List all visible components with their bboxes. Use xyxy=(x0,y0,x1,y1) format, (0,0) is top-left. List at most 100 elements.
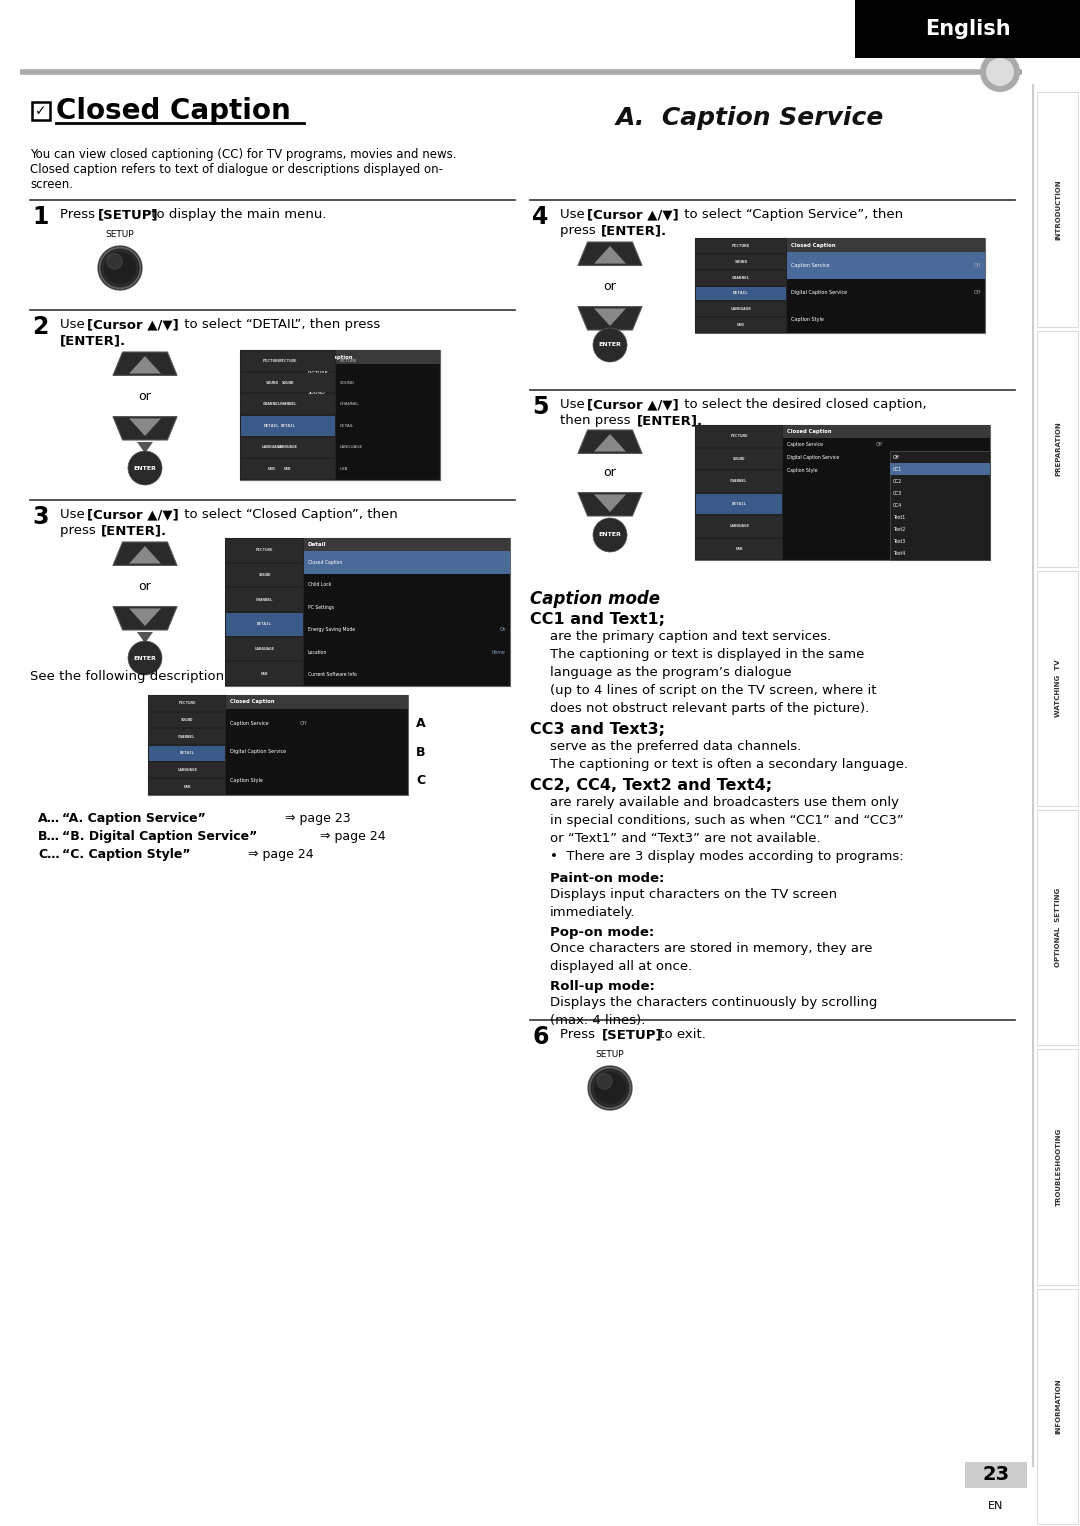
Text: A…: A… xyxy=(38,812,60,826)
Text: CHANNEL: CHANNEL xyxy=(308,410,332,415)
Text: 6: 6 xyxy=(532,1025,549,1048)
FancyBboxPatch shape xyxy=(226,662,303,685)
Text: ENTER: ENTER xyxy=(598,342,621,348)
Text: A: A xyxy=(416,717,426,729)
Text: CC2, CC4, Text2 and Text4;: CC2, CC4, Text2 and Text4; xyxy=(530,778,772,794)
Circle shape xyxy=(986,58,1014,85)
Text: press: press xyxy=(60,523,100,537)
Text: CHANNEL: CHANNEL xyxy=(340,403,360,406)
Text: USB: USB xyxy=(735,546,743,551)
Text: “C. Caption Style”: “C. Caption Style” xyxy=(62,848,190,861)
FancyBboxPatch shape xyxy=(241,351,303,371)
Text: screen.: screen. xyxy=(30,179,73,191)
Text: You can view closed captioning (CC) for TV programs, movies and news.: You can view closed captioning (CC) for … xyxy=(30,148,457,162)
FancyBboxPatch shape xyxy=(241,351,335,371)
Text: CHANNEL: CHANNEL xyxy=(730,479,747,484)
FancyBboxPatch shape xyxy=(240,349,336,481)
FancyBboxPatch shape xyxy=(890,452,990,560)
Text: 1: 1 xyxy=(32,204,49,229)
Text: Use: Use xyxy=(561,208,589,221)
Text: LANGUAGE: LANGUAGE xyxy=(261,446,283,450)
Polygon shape xyxy=(578,493,642,516)
Text: ✓: ✓ xyxy=(36,104,46,118)
Text: USB: USB xyxy=(184,784,191,789)
Circle shape xyxy=(593,517,627,552)
Text: Closed caption refers to text of dialogue or descriptions displayed on-: Closed caption refers to text of dialogu… xyxy=(30,163,443,175)
FancyBboxPatch shape xyxy=(226,539,303,562)
Text: 4: 4 xyxy=(532,204,549,229)
Text: or: or xyxy=(604,281,617,293)
Text: USB: USB xyxy=(340,467,349,472)
FancyBboxPatch shape xyxy=(241,459,335,479)
FancyBboxPatch shape xyxy=(696,426,782,447)
Polygon shape xyxy=(137,443,153,453)
FancyBboxPatch shape xyxy=(787,252,985,279)
FancyBboxPatch shape xyxy=(1037,1288,1078,1524)
Text: ENTER: ENTER xyxy=(598,533,621,537)
FancyBboxPatch shape xyxy=(696,302,786,316)
Text: Caption Service: Caption Service xyxy=(787,443,823,447)
Text: are the primary caption and text services.: are the primary caption and text service… xyxy=(550,630,832,642)
Text: displayed all at once.: displayed all at once. xyxy=(550,960,692,974)
Text: Off: Off xyxy=(974,262,981,269)
Text: SOUND: SOUND xyxy=(308,391,326,395)
FancyBboxPatch shape xyxy=(149,729,225,745)
Text: Use: Use xyxy=(60,508,89,520)
Text: CHANNEL: CHANNEL xyxy=(280,403,297,406)
Text: CC3: CC3 xyxy=(893,491,902,496)
Text: [ENTER].: [ENTER]. xyxy=(600,224,667,237)
Text: Roll-up mode:: Roll-up mode: xyxy=(550,980,654,993)
Circle shape xyxy=(117,266,123,272)
Text: to select “Closed Caption”, then: to select “Closed Caption”, then xyxy=(180,508,397,520)
Text: CHANNEL: CHANNEL xyxy=(178,734,195,739)
Text: Displays input characters on the TV screen: Displays input characters on the TV scre… xyxy=(550,888,837,900)
Circle shape xyxy=(107,253,122,269)
Text: The captioning or text is often a secondary language.: The captioning or text is often a second… xyxy=(550,758,908,771)
FancyBboxPatch shape xyxy=(696,255,786,269)
Text: Press: Press xyxy=(60,208,99,221)
Circle shape xyxy=(102,249,139,287)
FancyBboxPatch shape xyxy=(1037,1050,1078,1285)
Text: TROUBLESHOOTING: TROUBLESHOOTING xyxy=(1055,1128,1062,1206)
Text: CHANNEL: CHANNEL xyxy=(262,403,281,406)
Polygon shape xyxy=(578,307,642,330)
FancyBboxPatch shape xyxy=(241,417,303,435)
Text: SETUP: SETUP xyxy=(106,230,134,240)
FancyBboxPatch shape xyxy=(225,539,510,687)
Polygon shape xyxy=(594,308,626,327)
Circle shape xyxy=(980,52,1020,92)
Text: C…: C… xyxy=(38,848,59,861)
Text: “A. Caption Service”: “A. Caption Service” xyxy=(62,812,206,826)
Text: Digital Caption Service: Digital Caption Service xyxy=(787,455,839,459)
Text: Location: Location xyxy=(308,650,327,655)
Text: A.  Caption Service: A. Caption Service xyxy=(613,105,882,130)
Text: Off: Off xyxy=(876,443,882,447)
Text: “B. Digital Caption Service”: “B. Digital Caption Service” xyxy=(62,830,257,842)
Text: serve as the preferred data channels.: serve as the preferred data channels. xyxy=(550,740,801,752)
Text: Once characters are stored in memory, they are: Once characters are stored in memory, th… xyxy=(550,942,873,955)
Circle shape xyxy=(588,1067,632,1109)
Text: Caption Service: Caption Service xyxy=(230,720,269,726)
FancyBboxPatch shape xyxy=(303,539,510,551)
Text: or: or xyxy=(138,580,151,594)
Text: or: or xyxy=(138,391,151,403)
Text: LANGUAGE: LANGUAGE xyxy=(308,449,336,453)
Text: USB: USB xyxy=(737,324,745,327)
Text: Caption mode: Caption mode xyxy=(530,591,660,607)
Text: PICTURE: PICTURE xyxy=(340,359,357,363)
Text: WATCHING  TV: WATCHING TV xyxy=(1055,659,1062,717)
Text: LANGUAGE: LANGUAGE xyxy=(340,446,363,450)
Circle shape xyxy=(129,641,162,674)
Text: EN: EN xyxy=(988,1502,1003,1511)
Polygon shape xyxy=(113,417,177,439)
Text: Text3: Text3 xyxy=(893,539,905,545)
Polygon shape xyxy=(113,607,177,630)
Text: in special conditions, such as when “CC1” and “CC3”: in special conditions, such as when “CC1… xyxy=(550,813,904,827)
Text: Paint-on mode:: Paint-on mode: xyxy=(550,871,664,885)
FancyBboxPatch shape xyxy=(226,589,303,610)
Text: CC2: CC2 xyxy=(893,479,902,484)
Circle shape xyxy=(597,1076,622,1100)
Polygon shape xyxy=(578,430,642,453)
Text: LANGUAGE: LANGUAGE xyxy=(255,647,274,652)
Polygon shape xyxy=(129,418,161,436)
